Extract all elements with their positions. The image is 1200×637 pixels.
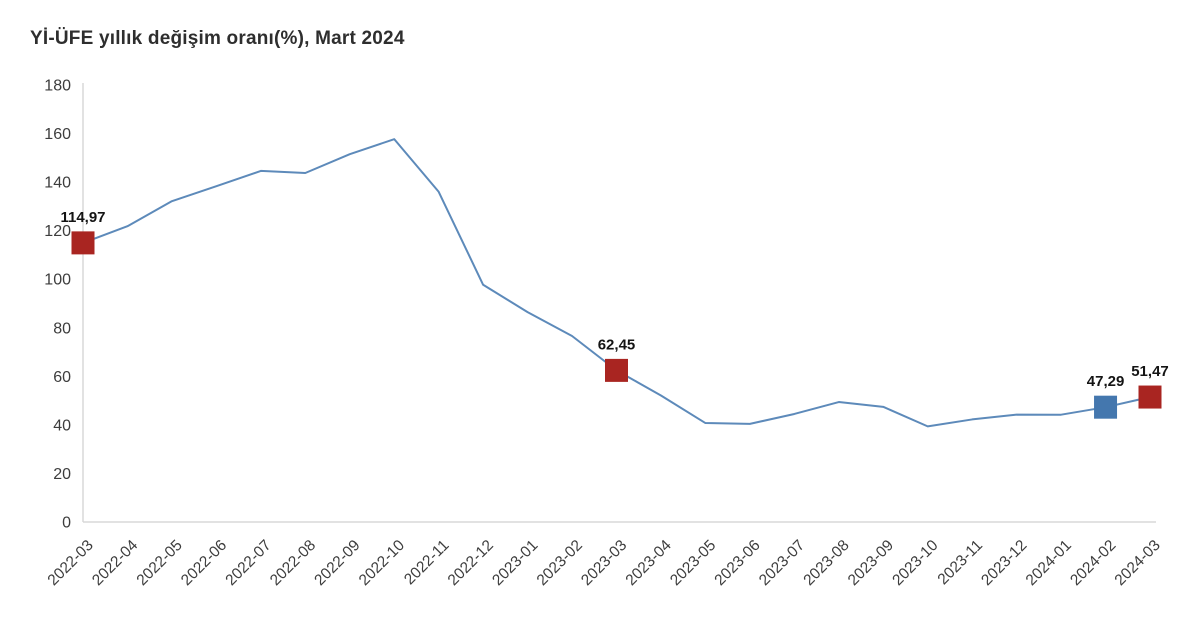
- y-axis-tick-label: 0: [62, 515, 71, 532]
- x-axis-tick-label: 2022-12: [445, 537, 497, 589]
- data-point-label: 114,97: [60, 209, 105, 226]
- data-point-marker[interactable]: [71, 231, 95, 255]
- x-axis-tick-label: 2024-03: [1112, 537, 1164, 589]
- x-axis-tick-label: 2022-04: [89, 537, 142, 590]
- x-axis-tick-label: 2022-06: [178, 537, 230, 589]
- x-axis-tick-label: 2023-04: [623, 537, 676, 590]
- x-axis-tick-label: 2023-09: [845, 537, 897, 589]
- y-axis-tick-label: 60: [53, 369, 71, 386]
- y-axis-tick-label: 100: [44, 272, 71, 289]
- x-axis-tick-label: 2024-01: [1023, 537, 1075, 589]
- y-axis-tick-label: 20: [53, 466, 71, 483]
- x-axis-tick-label: 2023-07: [756, 537, 808, 589]
- data-point-marker[interactable]: [1094, 395, 1118, 419]
- x-axis-tick-label: 2023-05: [667, 537, 719, 589]
- data-point-marker[interactable]: [605, 358, 628, 382]
- x-axis-tick-label: 2022-05: [133, 537, 185, 589]
- x-axis-tick-label: 2022-09: [311, 537, 363, 589]
- x-axis-tick-label: 2022-03: [45, 537, 97, 589]
- y-axis-tick-label: 180: [44, 78, 71, 95]
- data-point-label: 47,29: [1087, 373, 1125, 390]
- x-axis-tick-label: 2022-11: [401, 537, 452, 588]
- x-axis-tick-label: 2023-01: [489, 537, 541, 589]
- series-line: [82, 138, 1151, 428]
- x-axis-tick-label: 2024-02: [1067, 537, 1119, 589]
- x-axis-tick-label: 2022-10: [356, 537, 409, 590]
- x-axis-tick-label: 2023-06: [711, 537, 763, 589]
- x-axis-tick-label: 2023-12: [978, 537, 1030, 589]
- x-axis-tick-label: 2022-08: [267, 537, 319, 589]
- y-axis-tick-label: 40: [53, 417, 71, 434]
- data-point-marker[interactable]: [1138, 385, 1162, 409]
- y-axis-tick-label: 80: [53, 320, 71, 337]
- y-axis-tick-label: 120: [44, 223, 71, 240]
- x-axis-tick-label: 2023-10: [889, 537, 942, 590]
- x-axis-tick-label: 2023-08: [800, 537, 852, 589]
- chart-title: Yİ-ÜFE yıllık değişim oranı(%), Mart 202…: [30, 28, 405, 49]
- data-point-label: 62,45: [598, 336, 636, 353]
- y-axis-tick-label: 160: [44, 126, 71, 143]
- x-axis-tick-label: 2023-03: [578, 537, 630, 589]
- x-axis-tick-label: 2023-11: [935, 537, 986, 588]
- y-axis-tick-label: 140: [44, 175, 71, 192]
- data-point-label: 51,47: [1131, 363, 1169, 380]
- x-axis-tick-label: 2022-07: [222, 537, 274, 589]
- x-axis-tick-label: 2023-02: [534, 537, 586, 589]
